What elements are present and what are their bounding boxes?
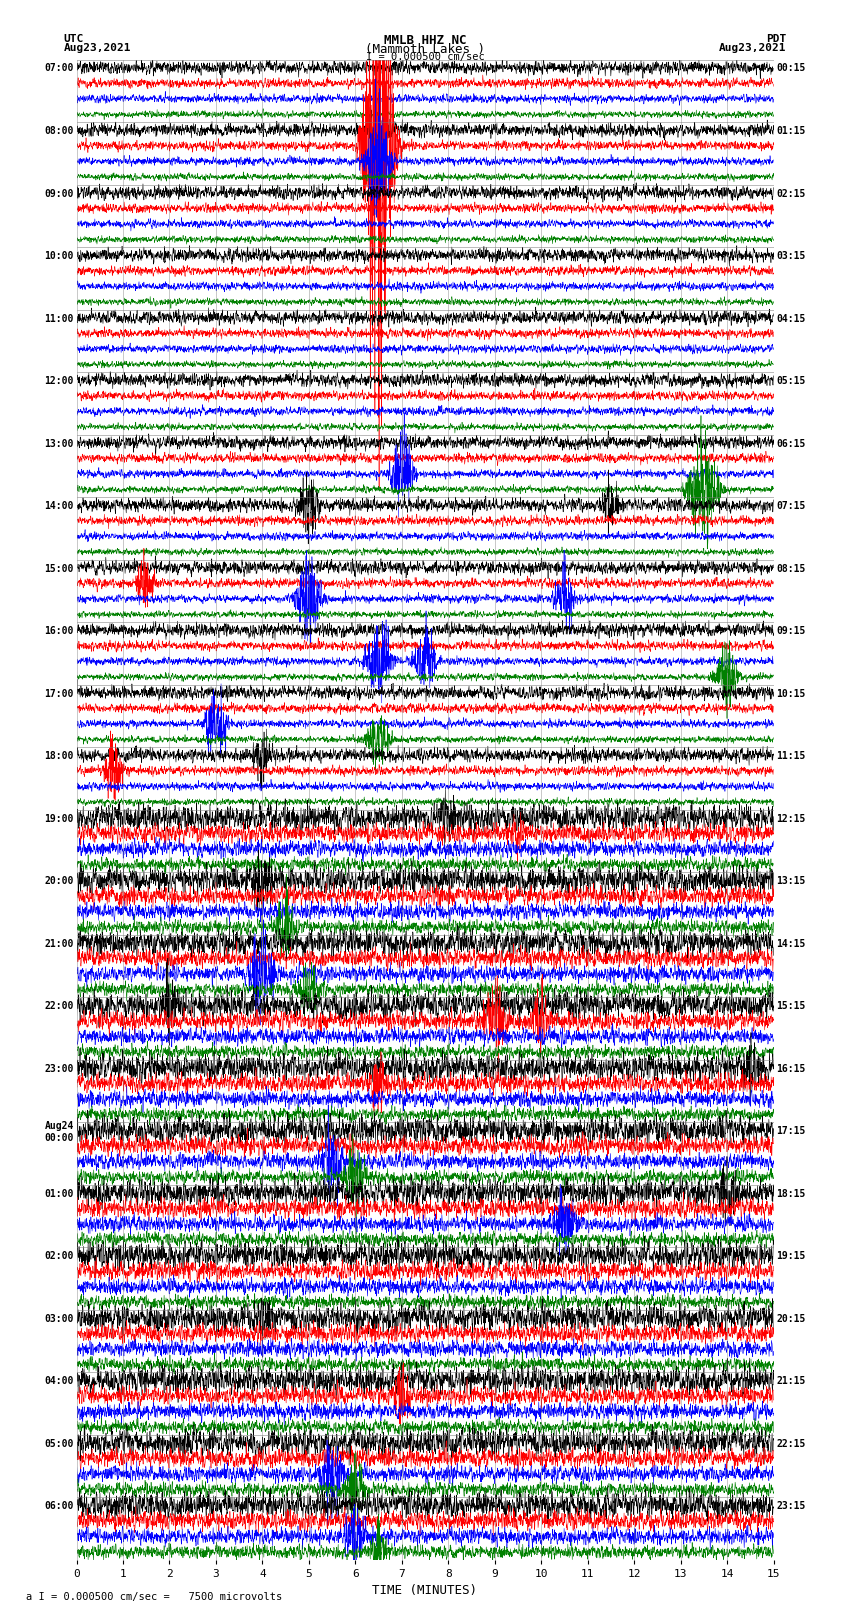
- Text: PDT: PDT: [766, 34, 786, 44]
- Text: a I = 0.000500 cm/sec =   7500 microvolts: a I = 0.000500 cm/sec = 7500 microvolts: [26, 1592, 281, 1602]
- Text: (Mammoth Lakes ): (Mammoth Lakes ): [365, 44, 485, 56]
- Text: MMLB HHZ NC: MMLB HHZ NC: [383, 34, 467, 47]
- Text: I = 0.000500 cm/sec: I = 0.000500 cm/sec: [366, 52, 484, 61]
- X-axis label: TIME (MINUTES): TIME (MINUTES): [372, 1584, 478, 1597]
- Text: Aug23,2021: Aug23,2021: [64, 44, 131, 53]
- Text: UTC: UTC: [64, 34, 84, 44]
- Text: Aug23,2021: Aug23,2021: [719, 44, 786, 53]
